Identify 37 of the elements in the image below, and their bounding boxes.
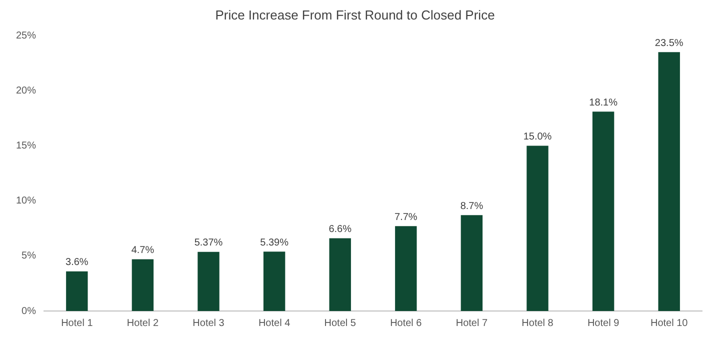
data-label: 15.0%: [523, 132, 552, 143]
bar: [329, 238, 351, 311]
x-tick-label: Hotel 2: [126, 318, 159, 329]
x-tick-label: Hotel 5: [324, 318, 356, 329]
x-tick-label: Hotel 1: [61, 318, 94, 329]
y-tick-label: 10%: [16, 196, 36, 207]
y-tick-label: 25%: [16, 30, 36, 42]
y-tick-label: 0%: [22, 306, 36, 317]
x-tick-label: Hotel 7: [456, 318, 488, 329]
bar: [66, 271, 88, 311]
x-tick-label: Hotel 10: [650, 318, 688, 329]
data-label: 7.7%: [394, 212, 418, 223]
data-label: 5.39%: [260, 237, 289, 248]
bar: [526, 146, 548, 311]
x-tick-label: Hotel 4: [258, 318, 291, 329]
y-tick-label: 20%: [16, 85, 36, 96]
bar: [198, 252, 220, 311]
data-label: 5.37%: [194, 238, 223, 249]
data-label: 6.6%: [328, 224, 352, 236]
x-tick-label: Hotel 9: [587, 318, 620, 329]
x-tick-label: Hotel 6: [390, 318, 422, 329]
x-tick-label: Hotel 8: [522, 318, 554, 329]
bar: [460, 215, 483, 311]
data-label: 4.7%: [131, 244, 154, 256]
bar: [658, 52, 680, 311]
bar: [263, 252, 286, 311]
bar: [395, 226, 417, 311]
x-tick-label: Hotel 3: [192, 318, 225, 329]
data-label: 8.7%: [460, 200, 484, 212]
chart-title: Price Increase From First Round to Closed Price: [215, 7, 495, 22]
bar: [132, 259, 154, 311]
y-tick-label: 15%: [16, 140, 36, 152]
data-label: 18.1%: [589, 97, 618, 108]
bar: [592, 112, 614, 311]
y-tick-label: 5%: [22, 250, 36, 262]
data-label: 23.5%: [654, 38, 684, 49]
data-label: 3.6%: [66, 257, 88, 268]
